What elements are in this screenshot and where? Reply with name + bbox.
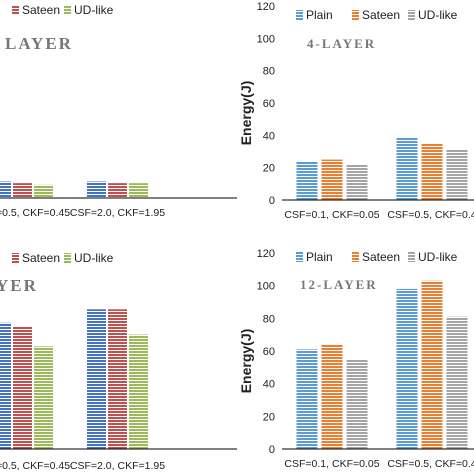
y-tick-label: 60 xyxy=(263,346,275,358)
legend-swatch xyxy=(352,252,359,262)
y-tick-label: 80 xyxy=(263,313,275,325)
bar xyxy=(129,334,148,449)
legend-label: Plain xyxy=(306,8,333,22)
legend-swatch xyxy=(296,252,303,262)
bar xyxy=(13,326,32,449)
legend-swatch xyxy=(408,252,415,262)
legend-swatch xyxy=(12,5,19,15)
bar xyxy=(296,161,318,200)
bar xyxy=(296,349,318,449)
legend-swatch xyxy=(64,5,71,15)
x-tick-label: CSF=0.1, CKF=0.05 xyxy=(284,209,379,221)
x-tick-label: CSF=0.5, CKF=0.45 xyxy=(0,460,70,472)
legend-label: UD-like xyxy=(74,3,114,17)
legend-label: UD-like xyxy=(74,251,114,265)
legend-swatch xyxy=(296,10,303,20)
bar xyxy=(346,164,368,200)
bar xyxy=(446,316,468,449)
bar xyxy=(87,309,106,449)
y-tick-label: 100 xyxy=(257,33,275,45)
y-tick-label: 20 xyxy=(263,411,275,423)
bar xyxy=(13,183,32,198)
panel-label: YER xyxy=(0,276,38,295)
y-tick-label: 40 xyxy=(263,379,275,391)
bar xyxy=(34,184,53,198)
y-axis-label: Energy(J) xyxy=(238,329,254,394)
x-tick-label: CSF=0.5, CKF=0.45 xyxy=(0,207,70,219)
legend-label: Sateen xyxy=(22,3,60,17)
bar xyxy=(108,309,127,449)
panel-label: LAYER xyxy=(5,34,73,53)
bar xyxy=(421,143,443,200)
bar-chart-4-layer: 0 20 40 60 80 100 120 Energy(J) CSF=0.1, CKF=0.0… xyxy=(238,1,474,221)
y-tick-label: 0 xyxy=(269,195,275,207)
x-tick-label: CSF=0.5, CKF=0.4 xyxy=(387,458,474,470)
bar xyxy=(0,181,11,198)
legend-label: Sateen xyxy=(362,8,400,22)
bar xyxy=(346,359,368,449)
y-tick-label: 120 xyxy=(257,1,275,13)
legend-label: Plain xyxy=(306,250,333,264)
x-tick-label: CSF=0.5, CKF=0.4 xyxy=(387,209,474,221)
bar xyxy=(0,322,11,449)
bar xyxy=(421,280,443,449)
chart-panel-bottom-right: 0 20 40 60 80 100 120 Energy(J) CSF=0.1, CKF=0.0… xyxy=(237,237,474,474)
y-tick-label: 100 xyxy=(257,281,275,293)
bar xyxy=(108,183,127,198)
bar xyxy=(446,149,468,200)
bar xyxy=(396,288,418,449)
bar xyxy=(129,183,148,198)
x-tick-label: CSF=0.1, CKF=0.05 xyxy=(284,458,379,470)
x-tick-label: CSF=2.0, CKF=1.95 xyxy=(70,207,165,219)
bar xyxy=(34,346,53,449)
chart-panel-top-right: 0 20 40 60 80 100 120 Energy(J) CSF=0.1, CKF=0.0… xyxy=(237,0,474,237)
panel-label: 4-LAYER xyxy=(307,36,376,51)
bar xyxy=(87,181,106,198)
y-tick-label: 60 xyxy=(263,98,275,110)
y-tick-label: 120 xyxy=(257,248,275,260)
legend-swatch xyxy=(408,10,415,20)
bar xyxy=(321,159,343,200)
legend-swatch xyxy=(64,253,71,263)
bar xyxy=(396,136,418,200)
legend-label: UD-like xyxy=(418,8,458,22)
legend-label: Sateen xyxy=(22,251,60,265)
y-tick-label: 20 xyxy=(263,163,275,175)
legend-label: Sateen xyxy=(362,250,400,264)
y-tick-label: 80 xyxy=(263,66,275,78)
x-tick-label: CSF=2.0, CKF=1.95 xyxy=(70,460,165,472)
legend-label: UD-like xyxy=(418,250,458,264)
panel-label: 12-LAYER xyxy=(300,277,378,292)
y-axis-label: Energy(J) xyxy=(238,81,254,146)
legend-swatch xyxy=(12,253,19,263)
bar xyxy=(321,344,343,449)
legend-swatch xyxy=(352,10,359,20)
y-tick-label: 40 xyxy=(263,130,275,142)
bar-chart-12-layer: 0 20 40 60 80 100 120 Energy(J) CSF=0.1, CKF=0.0… xyxy=(238,248,474,470)
y-tick-label: 0 xyxy=(269,444,275,456)
